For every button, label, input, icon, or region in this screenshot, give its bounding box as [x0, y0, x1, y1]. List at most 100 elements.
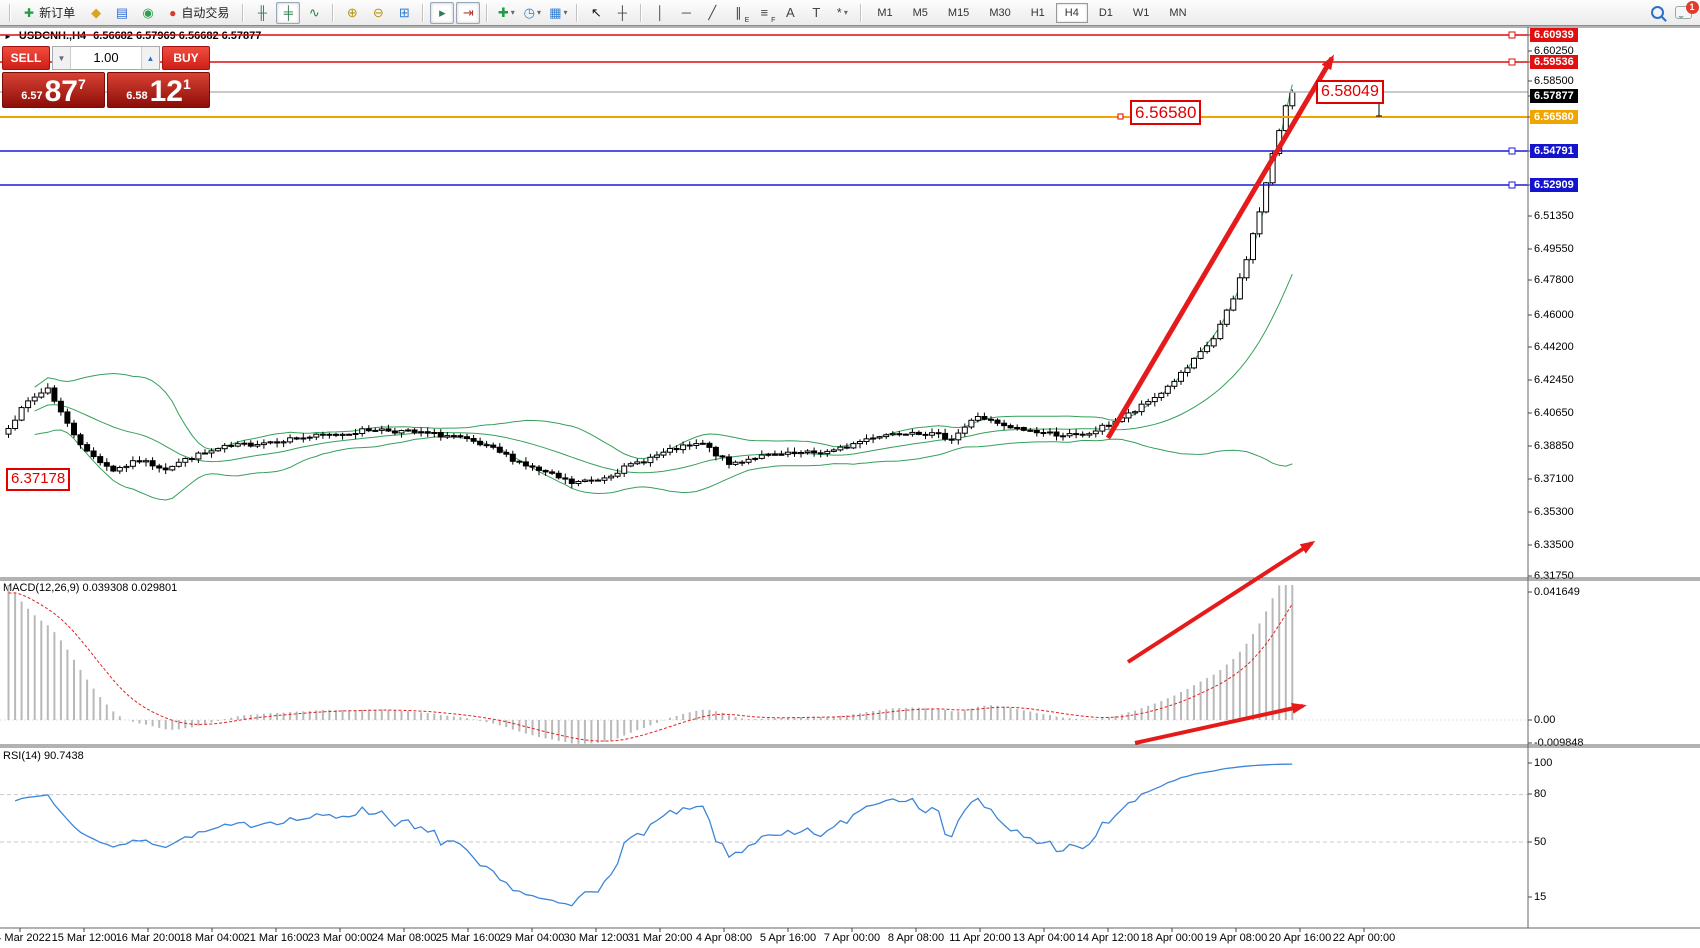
time-axis-label: 13 Apr 04:00: [1012, 932, 1076, 944]
price-axis-label: 6.38850: [1534, 440, 1574, 452]
new-order-button[interactable]: ✚ 新订单: [17, 3, 82, 23]
auto-trading-button[interactable]: ● 自动交易: [162, 3, 236, 23]
timeframe-h1[interactable]: H1: [1030, 6, 1045, 19]
time-axis-label: 18 Apr 00:00: [1140, 932, 1204, 944]
fibonacci-icon-letter: F: [771, 16, 776, 24]
trade-panel-row2: 6.57 87 7 6.58 12 1: [2, 72, 210, 108]
price-tag-red: 6.60939: [1530, 28, 1578, 42]
price-annotation[interactable]: 6.56580: [1130, 100, 1202, 126]
text-label-icon[interactable]: T: [804, 2, 828, 24]
zoom-out-icon: ⊖: [372, 4, 384, 20]
buy-price-pip: 1: [183, 76, 191, 92]
cursor-icon[interactable]: ↖: [584, 2, 608, 24]
candlestick-chart-icon: ╪: [283, 5, 293, 20]
zoom-out-icon[interactable]: ⊖: [366, 2, 390, 24]
price-annotation[interactable]: 6.58049: [1316, 80, 1384, 104]
equidistant-channel-icon[interactable]: ∥ E: [726, 2, 750, 24]
chevron-down-icon: ▾: [537, 8, 542, 17]
volume-down-button[interactable]: ▼: [53, 47, 71, 69]
timeframe-m30[interactable]: M30: [989, 6, 1011, 19]
sell-button[interactable]: SELL: [2, 46, 50, 70]
search-icon: [1650, 6, 1664, 19]
vertical-line-icon[interactable]: │: [648, 2, 672, 24]
fibonacci-icon[interactable]: ≡ F: [752, 2, 776, 24]
fibonacci-icon: ≡: [760, 5, 769, 20]
time-axis-label: 14 Mar 2022: [0, 932, 51, 944]
chart-ohlc-values: 6.56682 6.57969 6.56682 6.57877: [93, 30, 262, 42]
templates-icon[interactable]: ▦ ▾: [546, 2, 570, 24]
text-icon: A: [786, 5, 795, 20]
toolbar-separator: [242, 3, 245, 22]
periods-icon[interactable]: ◷ ▾: [520, 2, 544, 24]
rsi-axis-label: 50: [1534, 836, 1547, 848]
vertical-line-icon: │: [656, 5, 665, 20]
toolbar-separator: [9, 3, 11, 22]
chart-shift-icon[interactable]: ⇥: [456, 1, 481, 24]
chart-profile-icon[interactable]: ▤: [110, 2, 134, 24]
chevron-down-icon: ▾: [843, 8, 848, 17]
eraser-icon[interactable]: ◆: [84, 2, 108, 24]
toolbar-separator: [422, 3, 425, 22]
chart-title: ► USDCNH.,H4 6.56682 6.57969 6.56682 6.5…: [4, 30, 261, 42]
buy-price-main: 12: [149, 75, 183, 108]
chat-icon: 1: [1674, 1, 1699, 19]
price-annotation[interactable]: 6.37178: [6, 468, 71, 491]
buy-price[interactable]: 6.58 12 1: [107, 72, 210, 108]
chevron-down-icon: ▾: [510, 8, 515, 17]
timeframe-w1[interactable]: W1: [1132, 6, 1150, 19]
tile-windows-icon[interactable]: ⊞: [392, 2, 416, 24]
text-icon[interactable]: A: [778, 2, 802, 24]
price-axis-label: 6.46000: [1534, 309, 1574, 321]
volume-value[interactable]: 1.00: [93, 50, 119, 65]
price-axis-label: 6.51350: [1534, 210, 1574, 222]
toolbar-separator: [576, 3, 579, 22]
search-icon[interactable]: [1645, 2, 1669, 24]
toolbar-separator: [486, 3, 489, 22]
price-axis-label: 6.35300: [1534, 506, 1574, 518]
volume-stepper[interactable]: ▼ 1.00 ▲: [52, 46, 160, 70]
crosshair-icon[interactable]: ┼: [610, 2, 634, 24]
indicators-icon[interactable]: ✚ ▾: [494, 2, 518, 24]
timeframe-mn[interactable]: MN: [1169, 6, 1187, 19]
signals-icon[interactable]: ◉: [136, 2, 160, 24]
auto-scroll-icon[interactable]: ▸: [430, 1, 455, 24]
one-click-trade-panel: SELL ▼ 1.00 ▲ BUY 6.57 87 7 6.58 12 1: [2, 46, 210, 108]
timeframe-m5[interactable]: M5: [912, 6, 928, 19]
sell-price-prefix: 6.57: [21, 90, 43, 102]
price-axis-label: 6.37100: [1534, 473, 1574, 485]
horizontal-line-icon: ─: [681, 5, 691, 20]
sell-price[interactable]: 6.57 87 7: [2, 72, 105, 108]
timeframe-h4[interactable]: H4: [1055, 2, 1088, 23]
buy-button[interactable]: BUY: [162, 46, 210, 70]
chat-icon[interactable]: 1: [1671, 1, 1699, 24]
price-axis-label: 6.58500: [1534, 75, 1574, 87]
equidistant-channel-icon: ∥: [735, 4, 742, 20]
zoom-in-icon[interactable]: ⊕: [340, 2, 364, 24]
time-axis-label: 4 Apr 08:00: [695, 932, 753, 944]
trendline-icon[interactable]: ╱: [700, 2, 724, 24]
text-label-icon: T: [812, 5, 821, 20]
price-axis-label: 6.60250: [1534, 45, 1574, 57]
price-axis-label: 6.40650: [1534, 407, 1574, 419]
line-chart-icon[interactable]: ∿: [302, 2, 326, 24]
indicators-icon: ✚: [497, 4, 509, 20]
volume-up-button[interactable]: ▲: [141, 47, 159, 69]
time-axis-label: 7 Apr 00:00: [823, 932, 881, 944]
bar-chart-icon[interactable]: ╫: [250, 2, 274, 24]
timeframe-m15[interactable]: M15: [947, 6, 970, 19]
signals-icon: ◉: [142, 4, 154, 20]
trade-panel-row1: SELL ▼ 1.00 ▲ BUY: [2, 46, 210, 70]
price-axis-label: 6.47800: [1534, 274, 1574, 286]
time-axis-label: 24 Mar 08:00: [371, 932, 437, 944]
zoom-in-icon: ⊕: [346, 4, 358, 20]
timeframe-m1[interactable]: M1: [877, 6, 893, 19]
time-axis-label: 15 Mar 12:00: [51, 932, 117, 944]
time-axis-label: 14 Apr 12:00: [1076, 932, 1140, 944]
toolbar: ✚ 新订单 ◆ ▤ ◉ ● 自动交易 ╫ ╪ ∿ ⊕ ⊖ ⊞ ▸ ⇥ ✚ ▾ ◷ ▾ ▦ ▾ ↖ ┼ │ ─ ╱ ∥ E ≡ F A T * ▾ M…: [0, 0, 1700, 26]
horizontal-line-icon[interactable]: ─: [674, 2, 698, 24]
auto-scroll-icon: ▸: [439, 4, 446, 20]
arrows-objects-icon[interactable]: * ▾: [830, 2, 854, 24]
timeframe-d1[interactable]: D1: [1098, 6, 1113, 19]
candlestick-chart-icon[interactable]: ╪: [276, 1, 301, 24]
